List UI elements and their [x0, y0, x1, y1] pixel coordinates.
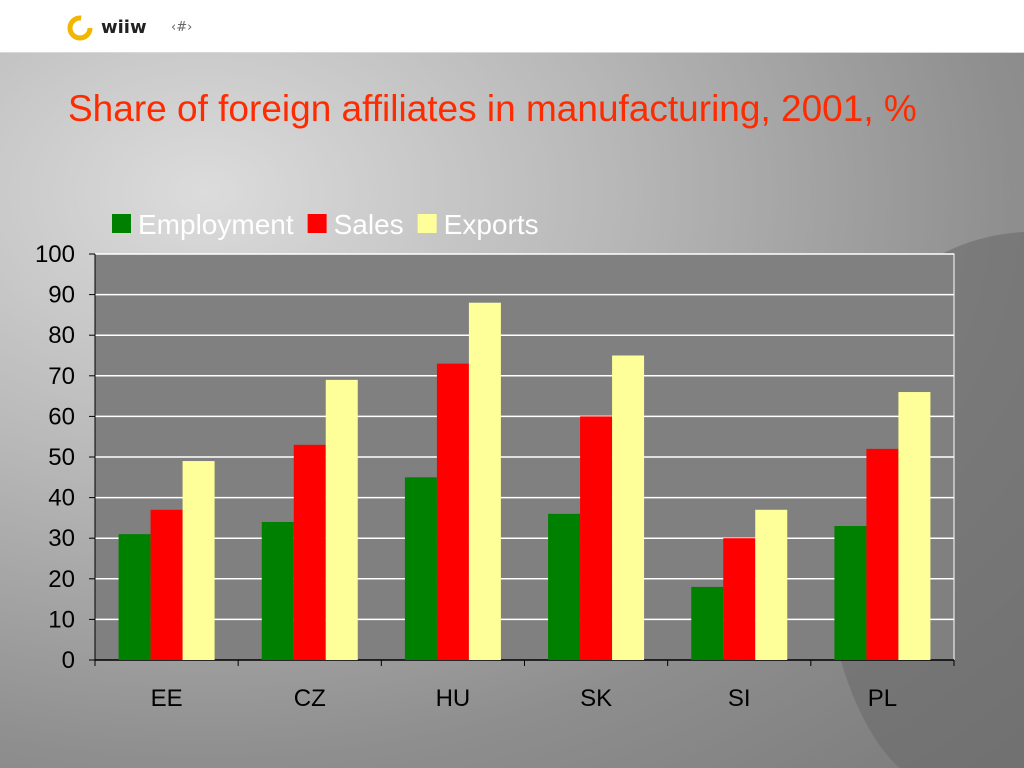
y-tick-label: 80: [48, 322, 75, 349]
header-bar: wiiw ‹#›: [0, 0, 1024, 53]
bar-exports-cz: [325, 379, 358, 660]
bar-sales-cz: [293, 444, 326, 660]
y-tick-label: 50: [48, 444, 75, 471]
bar-exports-ee: [182, 461, 215, 660]
y-tick-label: 100: [35, 241, 75, 268]
y-tick-label: 20: [48, 566, 75, 593]
legend-swatch-exports: [417, 214, 437, 233]
legend-label-employment: Employment: [138, 209, 294, 240]
bar-exports-si: [755, 509, 788, 660]
bars: [118, 302, 931, 660]
bar-employment-ee: [118, 534, 151, 660]
bar-sales-pl: [866, 448, 899, 660]
logo-text: wiiw: [101, 17, 147, 38]
bar-sales-si: [723, 538, 756, 660]
x-tick-label: SI: [728, 685, 751, 712]
slide-number: ‹#›: [171, 20, 193, 35]
y-tick-label: 10: [48, 606, 75, 633]
bar-employment-sk: [548, 513, 581, 660]
bar-sales-ee: [150, 509, 183, 660]
y-axis-ticks: 0 10 20 30 40 50 60 70 80 90 100: [35, 241, 75, 674]
legend-label-exports: Exports: [444, 209, 539, 240]
bar-employment-hu: [404, 477, 437, 660]
legend-label-sales: Sales: [334, 209, 404, 240]
legend-swatch-sales: [307, 214, 327, 233]
legend-swatch-employment: [112, 214, 131, 233]
x-tick-label: EE: [151, 685, 183, 712]
y-tick-label: 0: [62, 647, 75, 674]
bar-exports-hu: [468, 302, 501, 660]
x-tick-label: CZ: [294, 685, 326, 712]
y-tick-label: 90: [48, 282, 75, 309]
x-tick-label: SK: [580, 685, 612, 712]
legend: Employment Sales Exports: [112, 209, 539, 240]
bar-employment-cz: [261, 521, 294, 660]
y-tick-label: 60: [48, 403, 75, 430]
y-tick-label: 40: [48, 485, 75, 512]
bar-exports-pl: [898, 392, 931, 660]
x-tick-label: PL: [868, 685, 897, 712]
bar-sales-hu: [436, 363, 469, 660]
y-tick-label: 70: [48, 363, 75, 390]
bar-employment-si: [691, 586, 724, 660]
bar-employment-pl: [834, 526, 867, 660]
page-title: Share of foreign affiliates in manufactu…: [68, 88, 917, 129]
bar-sales-sk: [580, 416, 613, 660]
y-tick-label: 30: [48, 525, 75, 552]
gridlines: [89, 253, 954, 661]
wiiw-logo-icon: [67, 15, 93, 41]
x-axis-ticks: EE CZ HU SK SI PL: [94, 660, 955, 712]
bar-exports-sk: [612, 355, 645, 660]
x-tick-label: HU: [436, 685, 471, 712]
